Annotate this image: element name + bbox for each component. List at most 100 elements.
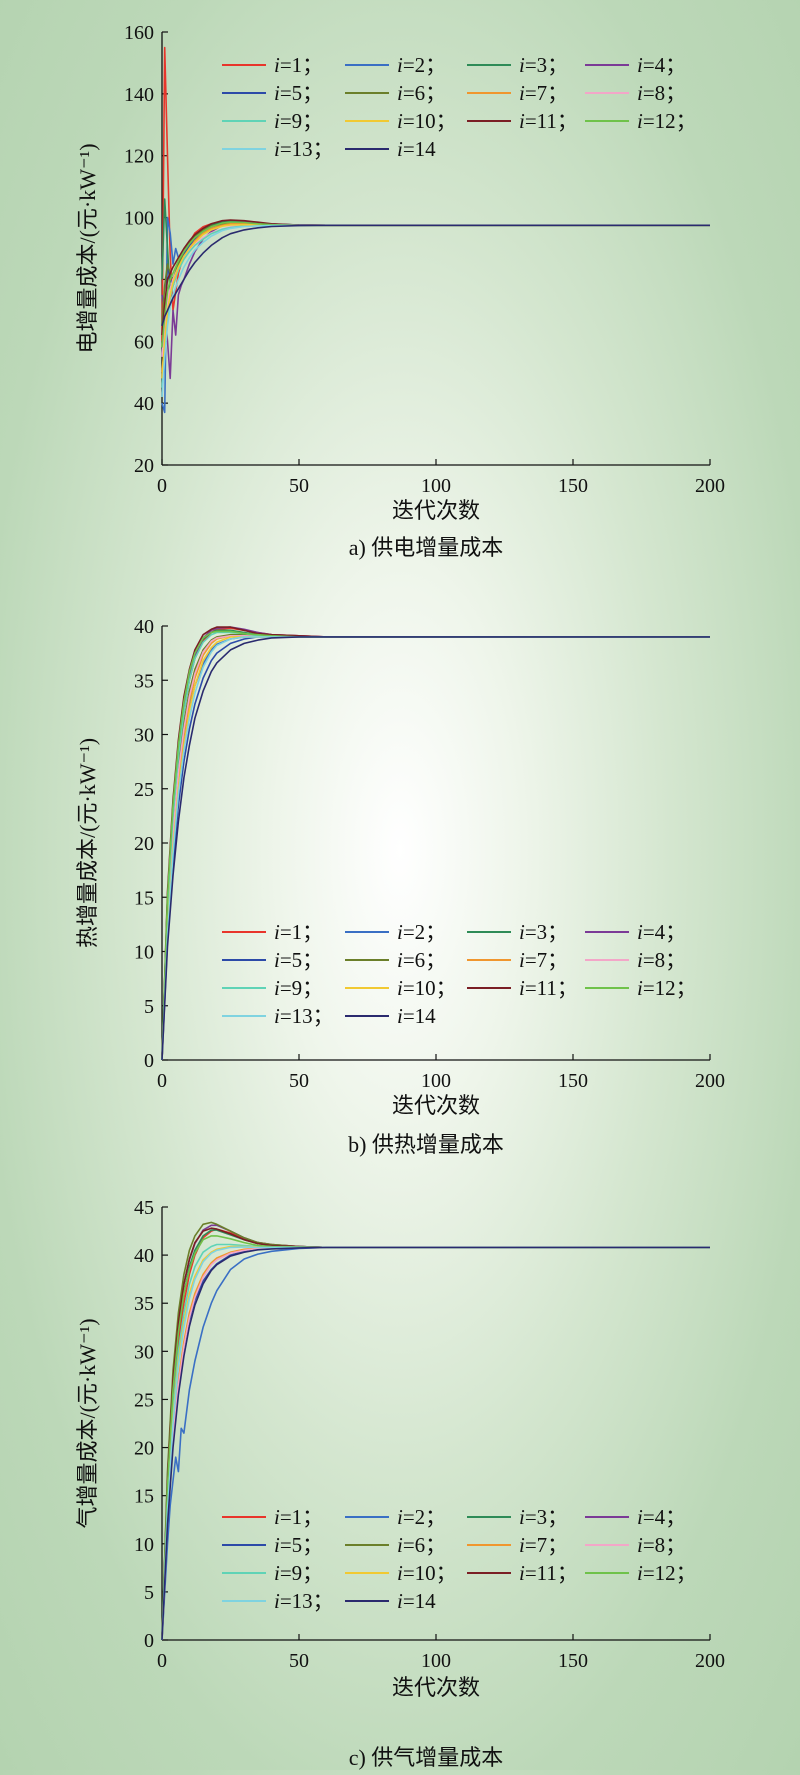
legend-label: i=6； [397,948,446,972]
legend-label: i=10； [397,1561,457,1585]
x-tick-label: 0 [157,1650,167,1672]
x-tick-label: 200 [695,1070,725,1092]
x-tick-label: 50 [289,475,309,497]
legend: i=1； i=2； i=3； i=4； i=5； i=6； i=7； i=8； i=9； i=10… [222,53,697,161]
series-line-i14 [161,636,710,1061]
series-line-i14 [161,1246,710,1641]
x-axis-label: 迭代次数 [392,498,480,523]
legend-label: i=2； [397,53,446,77]
series-line-i4 [161,221,710,380]
y-tick-label: 20 [134,1438,154,1460]
legend-label: i=14 [397,137,436,161]
x-axis-label: 迭代次数 [392,1675,480,1700]
legend-label: i=6； [397,81,446,105]
x-tick-label: 150 [558,1650,588,1672]
y-tick-label: 5 [144,996,154,1018]
y-tick-label: 15 [134,887,154,909]
chart-panel-2: 0 5 10 15 20 25 30 35 40 0 50 100 150 200 迭代次数 热增量成本/(元… [75,616,725,1157]
series-line-i9 [161,224,710,388]
y-tick-label: 40 [134,1245,154,1267]
x-tick-label: 50 [289,1070,309,1092]
series-line-i8 [161,224,710,357]
y-tick-label: 120 [124,146,154,168]
legend-label: i=9； [274,1561,323,1585]
x-tick-label: 0 [157,1070,167,1092]
panel-caption: b) 供热增量成本 [348,1132,504,1157]
y-tick-label: 35 [134,670,154,692]
series-line-i12 [161,221,710,348]
panel-caption: c) 供气增量成本 [349,1745,504,1770]
legend-label: i=4； [637,1505,686,1529]
y-tick-label: 10 [134,942,154,964]
legend-label: i=8； [637,81,686,105]
x-tick-label: 150 [558,1070,588,1092]
y-tick-label: 20 [134,455,154,477]
series-line-i5 [161,223,710,357]
x-tick-label: 100 [421,475,451,497]
y-tick-label: 40 [134,393,154,415]
legend-label: i=1； [274,53,323,77]
chart-panel-1: 20 40 60 80 100 120 140 160 0 50 100 150 200 迭代次数 电增量成… [75,22,725,560]
legend-label: i=3； [519,53,568,77]
series-line-i3 [161,198,710,296]
legend-label: i=3； [519,1505,568,1529]
y-tick-label: 30 [134,725,154,747]
x-tick-label: 200 [695,475,725,497]
legend: i=1； i=2； i=3； i=4； i=5； i=6； i=7； i=8； i=9； i=10… [222,1505,697,1613]
legend-label: i=7； [519,1533,568,1557]
legend-label: i=6； [397,1533,446,1557]
y-tick-label: 15 [134,1486,154,1508]
x-tick-label: 0 [157,475,167,497]
series-line-i2 [161,216,710,414]
legend-label: i=13； [274,1004,334,1028]
legend-label: i=10； [397,109,457,133]
series-line-i13 [161,224,710,398]
series-line-i6 [161,222,710,326]
y-tick-label: 0 [144,1050,154,1072]
y-tick-label: 25 [134,1389,154,1411]
legend-label: i=12； [637,976,697,1000]
legend-label: i=5； [274,1533,323,1557]
x-tick-label: 100 [421,1070,451,1092]
legend-label: i=8； [637,1533,686,1557]
x-tick-label: 100 [421,1650,451,1672]
legend-label: i=13； [274,1589,334,1613]
legend-label: i=5； [274,81,323,105]
y-tick-label: 45 [134,1197,154,1219]
y-tick-label: 10 [134,1534,154,1556]
legend-label: i=7； [519,948,568,972]
x-axis-label: 迭代次数 [392,1093,480,1118]
legend-label: i=9； [274,976,323,1000]
legend-label: i=4； [637,53,686,77]
panel-caption: a) 供电增量成本 [349,535,504,560]
y-axis-label: 气增量成本/(元·kW⁻¹) [75,1318,100,1528]
x-tick-label: 50 [289,1650,309,1672]
legend-label: i=12； [637,1561,697,1585]
legend-label: i=3； [519,920,568,944]
y-tick-label: 35 [134,1293,154,1315]
y-tick-label: 20 [134,833,154,855]
y-tick-label: 40 [134,616,154,638]
legend-label: i=14 [397,1004,436,1028]
legend-label: i=1； [274,1505,323,1529]
legend-label: i=11； [519,976,578,1000]
series-line-i11 [161,219,710,336]
legend-label: i=11； [519,109,578,133]
series-line-i14 [161,224,710,327]
legend-label: i=2； [397,1505,446,1529]
series-line-i10 [161,223,710,379]
y-tick-label: 0 [144,1630,154,1652]
chart-panel-3: 0 5 10 15 20 25 30 35 40 45 0 50 100 150 200 迭代次数 气增量成本/… [75,1197,725,1770]
y-axis-label: 电增量成本/(元·kW⁻¹) [75,143,100,353]
legend-label: i=4； [637,920,686,944]
legend-label: i=5； [274,948,323,972]
legend-label: i=10； [397,976,457,1000]
y-tick-label: 25 [134,779,154,801]
legend-label: i=2； [397,920,446,944]
series-line-i7 [161,223,710,373]
y-tick-label: 100 [124,208,154,230]
legend-label: i=9； [274,109,323,133]
y-tick-label: 80 [134,269,154,291]
